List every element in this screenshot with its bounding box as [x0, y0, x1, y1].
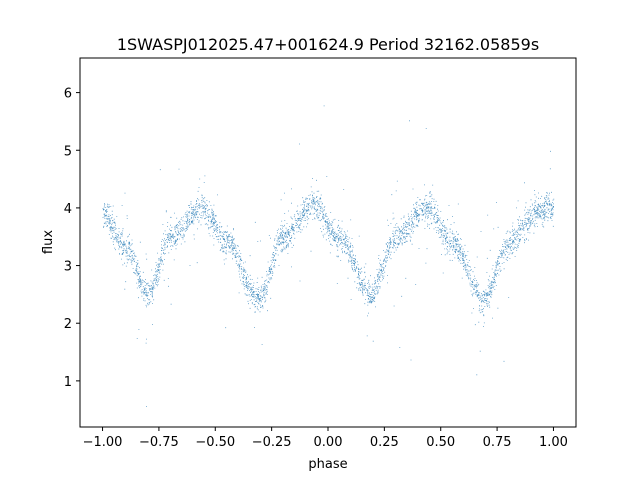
y-tick-label: 6 — [64, 87, 72, 102]
scatter-points — [102, 105, 555, 407]
x-axis-label: phase — [308, 457, 347, 472]
y-axis-label: flux — [41, 230, 56, 254]
x-tick-label: 0.50 — [426, 435, 455, 450]
y-tick-label: 5 — [64, 144, 72, 159]
x-tick-label: 0.25 — [370, 435, 399, 450]
x-tick-label: −0.75 — [139, 435, 179, 450]
x-tick-label: 1.00 — [539, 435, 568, 450]
y-tick-label: 2 — [64, 317, 72, 332]
x-axis-ticks: −1.00 −0.75 −0.50 −0.25 0.00 0.25 0.50 0.75 1.00 — [83, 427, 568, 450]
data-points — [102, 105, 555, 407]
x-tick-label: −0.50 — [195, 435, 235, 450]
x-tick-label: 0.00 — [314, 435, 343, 450]
x-tick-label: −1.00 — [83, 435, 123, 450]
chart-title: 1SWASPJ012025.47+001624.9 Period 32162.0… — [117, 35, 539, 54]
y-axis-ticks: 1 2 3 4 5 6 — [64, 87, 80, 390]
y-tick-label: 1 — [64, 375, 72, 390]
y-tick-label: 3 — [64, 260, 72, 275]
x-tick-label: 0.75 — [483, 435, 512, 450]
y-tick-label: 4 — [64, 202, 72, 217]
x-tick-label: −0.25 — [252, 435, 292, 450]
